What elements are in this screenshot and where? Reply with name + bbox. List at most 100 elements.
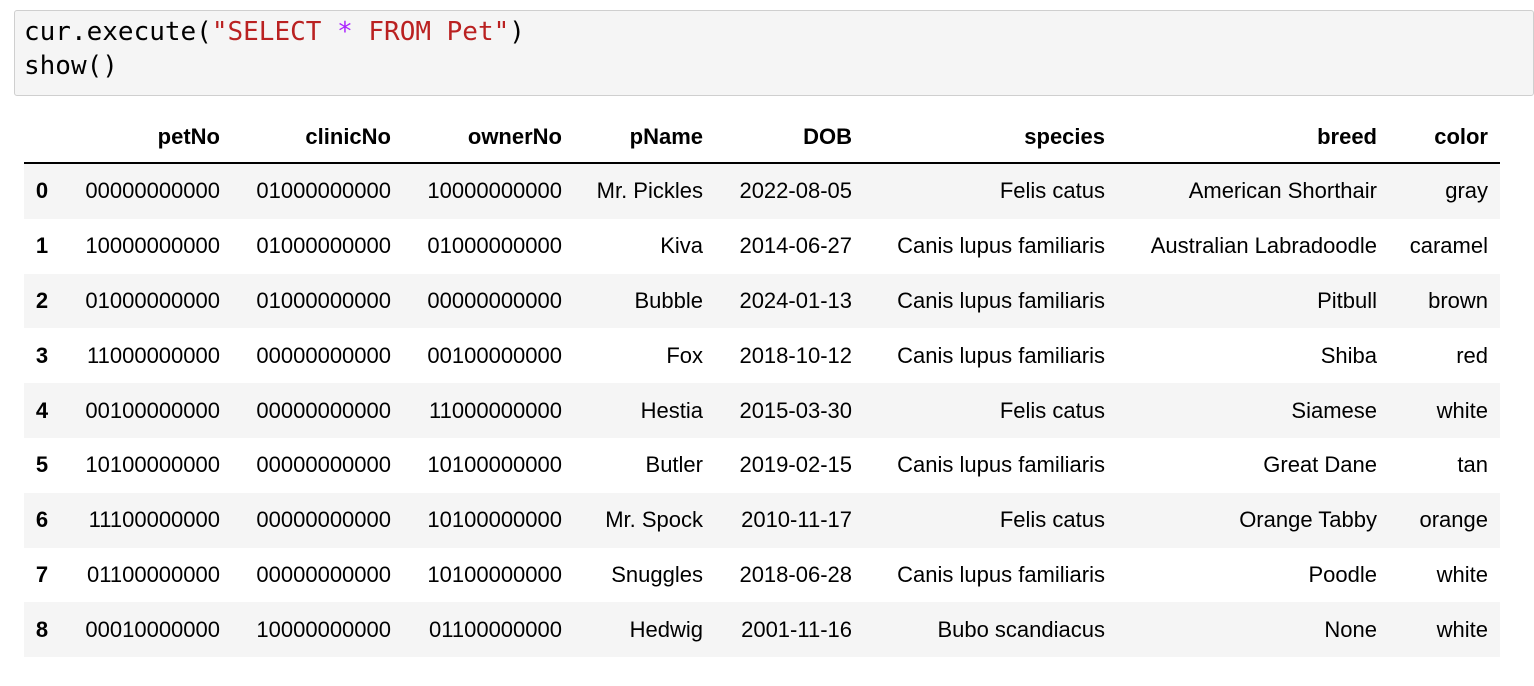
table-cell: 10100000000 [427, 452, 562, 478]
column-header: petNo [60, 112, 232, 164]
row-index: 6 [35, 507, 49, 533]
table-cell: 11100000000 [88, 507, 220, 533]
code-string-end: FROM Pet" [352, 17, 510, 47]
table-cell: Hestia [640, 397, 703, 423]
table-cell: 2015-03-30 [739, 397, 852, 423]
table-cell: 2019-02-15 [739, 452, 852, 478]
table-cell: 10000000000 [256, 616, 391, 642]
table-cell: 10000000000 [427, 178, 562, 204]
table-cell: 00100000000 [85, 397, 220, 423]
table-row: 2 01000000000 01000000000 00000000000 Bu… [24, 273, 1500, 329]
column-header: ownerNo [403, 112, 574, 164]
table-cell: Canis lupus familiaris [897, 233, 1105, 259]
table-cell: 00000000000 [256, 561, 391, 587]
table-cell: 01000000000 [256, 287, 391, 313]
table-cell: white [1436, 561, 1488, 587]
column-header: species [864, 112, 1117, 164]
table-row: 7 01100000000 00000000000 10100000000 Sn… [24, 547, 1500, 603]
table-cell: 00010000000 [85, 616, 220, 642]
table-cell: Canis lupus familiaris [897, 561, 1105, 587]
table-cell: Mr. Pickles [596, 178, 703, 204]
code-operator: * [337, 17, 353, 47]
cell-output: petNo clinicNo ownerNo pName DOB species… [24, 112, 1500, 658]
table-cell: Kiva [660, 233, 703, 259]
table-cell: 2024-01-13 [739, 287, 852, 313]
table-cell: Siamese [1291, 397, 1377, 423]
code-call-suffix: ) [509, 17, 525, 47]
table-cell: 2010-11-17 [741, 507, 852, 533]
row-index: 2 [35, 287, 49, 313]
table-row: 8 00010000000 10000000000 01100000000 He… [24, 602, 1500, 658]
table-row: 6 11100000000 00000000000 10100000000 Mr… [24, 492, 1500, 548]
table-cell: Snuggles [611, 561, 703, 587]
row-index: 1 [35, 233, 49, 259]
table-cell: 00000000000 [256, 397, 391, 423]
table-cell: gray [1445, 178, 1488, 204]
table-cell: 11000000000 [429, 397, 562, 423]
table-cell: 11000000000 [87, 342, 220, 368]
table-cell: Canis lupus familiaris [897, 287, 1105, 313]
code-line-execute: cur.execute("SELECT * FROM Pet") [24, 15, 525, 49]
row-index: 0 [35, 178, 49, 204]
table-cell: Canis lupus familiaris [897, 452, 1105, 478]
row-index: 5 [35, 452, 49, 478]
table-row: 3 11000000000 00000000000 00100000000 Fo… [24, 328, 1500, 384]
table-cell: 00000000000 [85, 178, 220, 204]
table-cell: 10100000000 [427, 561, 562, 587]
column-header: pName [574, 112, 715, 164]
table-cell: Bubble [634, 287, 703, 313]
code-call-prefix: cur.execute( [24, 17, 212, 47]
table-cell: 01000000000 [256, 233, 391, 259]
table-cell: white [1436, 616, 1488, 642]
table-row: 0 00000000000 01000000000 10000000000 Mr… [24, 163, 1500, 219]
table-cell: 2018-10-12 [739, 342, 852, 368]
table-row: 1 10000000000 01000000000 01000000000 Ki… [24, 218, 1500, 274]
row-index: 7 [35, 561, 49, 587]
table-cell: Pitbull [1317, 287, 1377, 313]
table-cell: red [1456, 342, 1488, 368]
table-cell: American Shorthair [1188, 178, 1377, 204]
table-cell: Fox [666, 342, 703, 368]
dataframe-table: petNo clinicNo ownerNo pName DOB species… [24, 112, 1500, 658]
table-cell: 00000000000 [256, 342, 391, 368]
table-cell: caramel [1409, 233, 1488, 259]
table-cell: 2001-11-16 [741, 616, 852, 642]
table-cell: 01000000000 [256, 178, 391, 204]
table-cell: 00000000000 [256, 452, 391, 478]
column-header: color [1389, 112, 1500, 164]
table-cell: None [1324, 616, 1377, 642]
table-cell: tan [1457, 452, 1488, 478]
table-cell: Butler [645, 452, 703, 478]
table-cell: Bubo scandiacus [937, 616, 1105, 642]
table-cell: brown [1428, 287, 1488, 313]
table-cell: Australian Labradoodle [1150, 233, 1377, 259]
table-header-row: petNo clinicNo ownerNo pName DOB species… [24, 112, 1500, 164]
table-cell: 2018-06-28 [739, 561, 852, 587]
table-cell: orange [1419, 507, 1488, 533]
table-cell: 00000000000 [427, 287, 562, 313]
row-index: 3 [35, 342, 49, 368]
table-cell: 00000000000 [256, 507, 391, 533]
row-index: 4 [35, 397, 49, 423]
table-cell: 01100000000 [87, 561, 220, 587]
table-cell: white [1436, 397, 1488, 423]
code-string-start: "SELECT [211, 17, 338, 47]
code-cell-input[interactable]: cur.execute("SELECT * FROM Pet") show() [14, 10, 1534, 96]
table-cell: 01100000000 [429, 616, 562, 642]
table-cell: 10100000000 [427, 507, 562, 533]
table-cell: Mr. Spock [605, 507, 703, 533]
table-cell: 00100000000 [427, 342, 562, 368]
table-cell: 2022-08-05 [739, 178, 852, 204]
column-header: DOB [715, 112, 864, 164]
column-header: clinicNo [232, 112, 403, 164]
table-cell: Hedwig [629, 616, 703, 642]
table-cell: Felis catus [999, 507, 1105, 533]
table-cell: Orange Tabby [1239, 507, 1377, 533]
table-cell: Shiba [1320, 342, 1377, 368]
table-cell: Poodle [1308, 561, 1377, 587]
table-cell: 10100000000 [85, 452, 220, 478]
code-line-show: show() [24, 51, 118, 81]
column-header: breed [1117, 112, 1389, 164]
row-index: 8 [35, 616, 49, 642]
table-cell: 01000000000 [85, 287, 220, 313]
